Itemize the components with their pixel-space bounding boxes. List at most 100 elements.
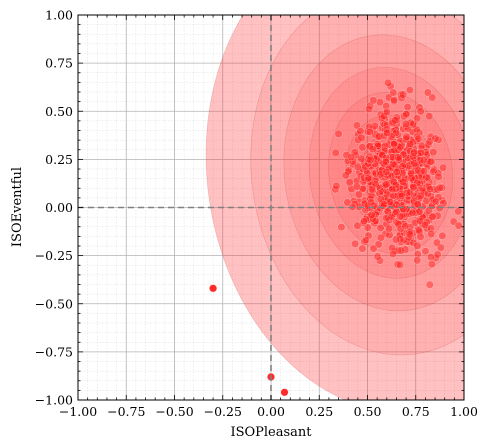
scatter-point: [410, 153, 419, 162]
scatter-point: [375, 256, 384, 265]
y-tick-label: −0.25: [35, 248, 73, 263]
scatter-point: [414, 208, 423, 217]
x-tick-label: 0.00: [257, 404, 285, 419]
scatter-point: [438, 231, 447, 240]
scatter-point: [375, 183, 384, 192]
scatter-point: [382, 214, 391, 223]
scatter-point: [396, 260, 405, 269]
scatter-point: [387, 132, 396, 141]
scatter-point: [379, 131, 388, 140]
scatter-point: [427, 260, 436, 269]
scatter-point: [391, 235, 400, 244]
scatter-point: [416, 178, 425, 187]
scatter-point: [402, 109, 411, 118]
scatter-point: [368, 145, 377, 154]
scatter-point: [364, 155, 373, 164]
scatter-point: [423, 88, 432, 97]
scatter-point: [371, 210, 380, 219]
scatter-point: [391, 125, 400, 134]
scatter-point: [435, 183, 444, 192]
scatter-point: [407, 169, 416, 178]
scatter-point: [397, 90, 406, 99]
scatter-point: [423, 182, 432, 191]
scatter-point: [403, 103, 412, 112]
scatter-point: [394, 246, 403, 255]
scatter-point: [363, 223, 372, 232]
scatter-point: [415, 103, 424, 112]
scatter-point: [406, 188, 415, 197]
scatter-point: [347, 184, 356, 193]
scatter-point: [366, 191, 375, 200]
scatter-point: [424, 182, 433, 191]
scatter-point: [385, 224, 394, 233]
density-level-4: [308, 67, 464, 279]
scatter-point: [368, 186, 377, 195]
scatter-point: [413, 200, 422, 209]
scatter-point: [354, 190, 363, 199]
scatter-point: [376, 223, 385, 232]
scatter-point: [405, 86, 414, 95]
scatter-point: [390, 209, 399, 218]
scatter-point: [410, 197, 419, 206]
scatter-point: [404, 162, 413, 171]
scatter-point: [409, 157, 418, 166]
scatter-point: [395, 153, 404, 162]
scatter-point: [343, 198, 352, 207]
scatter-point: [366, 128, 375, 137]
scatter-point: [387, 212, 396, 221]
scatter-point: [407, 174, 416, 183]
scatter-point: [397, 189, 406, 198]
scatter-point: [334, 129, 343, 138]
scatter-point: [406, 139, 415, 148]
scatter-point: [423, 156, 432, 165]
scatter-point: [409, 183, 418, 192]
scatter-point: [428, 212, 437, 221]
scatter-point: [402, 110, 411, 119]
y-tick-label: −0.75: [35, 344, 73, 359]
scatter-point: [352, 176, 361, 185]
scatter-point: [388, 153, 397, 162]
scatter-point: [358, 143, 367, 152]
scatter-point: [427, 229, 436, 238]
scatter-point: [405, 227, 414, 236]
scatter-point: [356, 127, 365, 136]
density-contours: [205, 15, 464, 400]
scatter-point: [433, 211, 442, 220]
scatter-point: [369, 244, 378, 253]
scatter-point: [429, 167, 438, 176]
scatter-point: [371, 216, 380, 225]
scatter-point: [416, 107, 425, 116]
scatter-point: [369, 96, 378, 105]
scatter-point: [402, 132, 411, 141]
x-tick-label: 0.25: [305, 404, 333, 419]
y-tick-label: 0.75: [45, 56, 73, 71]
scatter-point: [347, 153, 356, 162]
scatter-point: [402, 189, 411, 198]
scatter-point: [383, 171, 392, 180]
scatter-point: [361, 236, 370, 245]
scatter-point: [417, 141, 426, 150]
scatter-point: [360, 237, 369, 246]
scatter-point: [383, 190, 392, 199]
scatter-point: [377, 114, 386, 123]
scatter-point: [367, 211, 376, 220]
scatter-point: [454, 207, 463, 216]
outlier-point: [280, 388, 289, 397]
scatter-point: [364, 231, 373, 240]
scatter-point: [366, 101, 375, 110]
scatter-point: [359, 184, 368, 193]
scatter-point: [421, 220, 430, 229]
scatter-point: [358, 244, 367, 253]
scatter-point: [341, 171, 350, 180]
scatter-point: [411, 208, 420, 217]
scatter-points: [209, 78, 463, 397]
scatter-point: [387, 148, 396, 157]
scatter-point: [413, 250, 422, 259]
scatter-point: [388, 119, 397, 128]
density-level-2: [250, 15, 464, 356]
scatter-point: [426, 253, 435, 262]
scatter-point: [401, 119, 410, 128]
scatter-point: [422, 218, 431, 227]
scatter-point: [399, 150, 408, 159]
x-axis-label: ISOPleasant: [230, 425, 312, 440]
